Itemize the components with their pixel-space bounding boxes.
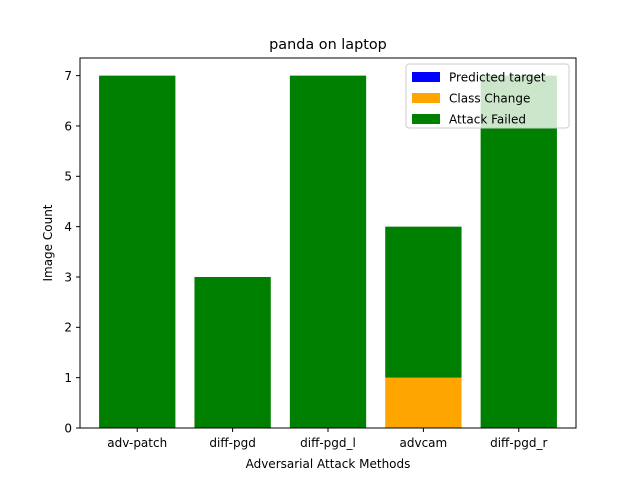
x-axis-label: Adversarial Attack Methods — [246, 457, 411, 471]
legend-label: Attack Failed — [449, 113, 526, 127]
x-tick-label: diff-pgd — [209, 436, 255, 450]
x-axis: adv-patch diff-pgd diff-pgd_l advcam diff-pg… — [107, 428, 547, 450]
legend-label: Class Change — [449, 92, 530, 106]
x-tick-label: adv-patch — [107, 436, 167, 450]
x-tick-label: diff-pgd_l — [300, 436, 356, 450]
legend-box — [405, 63, 570, 129]
bar-diff-pgd_r-series-2 — [480, 75, 557, 429]
legend-swatch — [412, 93, 440, 103]
y-tick-label: 3 — [64, 270, 72, 284]
x-tick-label: diff-pgd_r — [490, 436, 547, 450]
legend: Predicted target Class Change Attack Faile… — [405, 63, 570, 129]
y-tick-label: 5 — [64, 170, 72, 184]
y-tick-label: 0 — [64, 421, 72, 435]
plot-frame — [79, 57, 577, 429]
y-tick-label: 1 — [64, 371, 72, 385]
chart-title: panda on laptop — [269, 37, 387, 53]
y-tick-label: 2 — [64, 321, 72, 335]
x-tick-label: advcam — [400, 436, 448, 450]
bar-diff-pgd-series-2 — [194, 276, 271, 428]
legend-swatch — [412, 114, 440, 124]
legend-swatch — [412, 72, 440, 82]
bar-diff-pgd_l-series-2 — [289, 75, 367, 429]
bars-layer — [99, 75, 557, 429]
bar-advcam-series-1 — [385, 377, 462, 428]
y-tick-label: 4 — [64, 220, 72, 234]
bar-adv-patch-series-2 — [99, 75, 176, 429]
y-tick-label: 6 — [64, 119, 72, 133]
bar-advcam-series-2 — [385, 226, 462, 378]
legend-label: Predicted target — [449, 71, 546, 85]
y-axis: 0 1 2 3 4 5 6 7 — [64, 69, 80, 435]
y-tick-label: 7 — [64, 69, 72, 83]
y-axis-label: Image Count — [41, 204, 55, 281]
